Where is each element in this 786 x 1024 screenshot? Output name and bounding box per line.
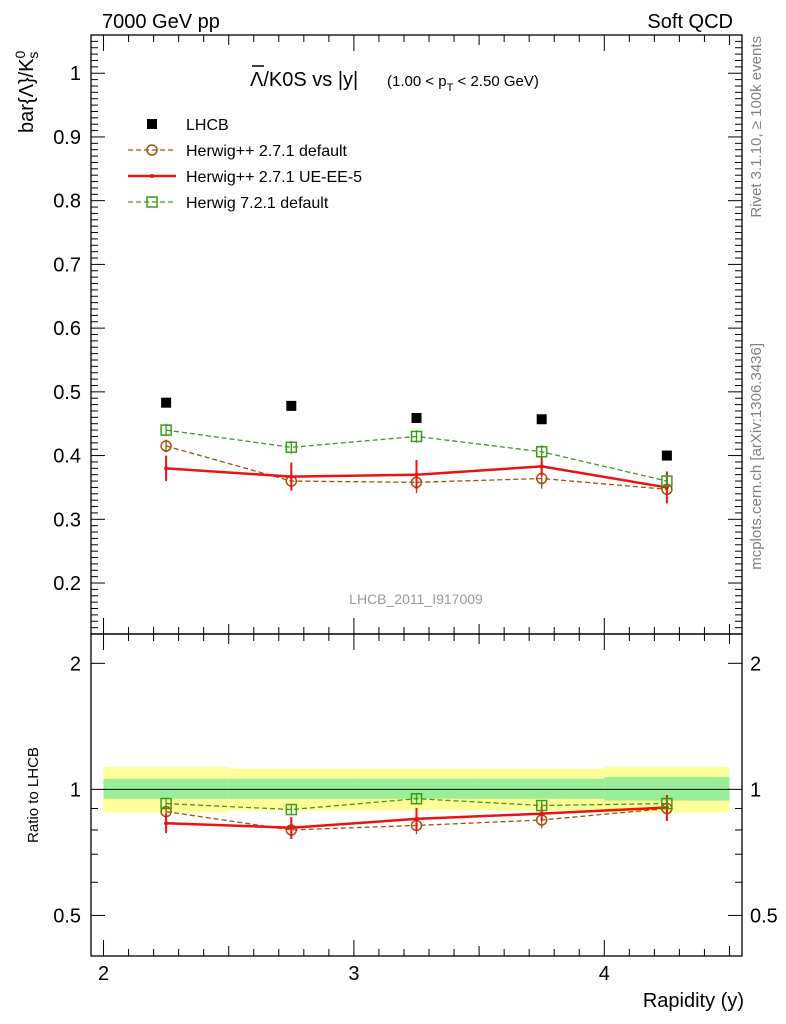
mc-point-square bbox=[535, 446, 548, 458]
mc-point-dot bbox=[414, 472, 419, 477]
mc-point-dot bbox=[164, 466, 169, 471]
ratio-tick-label: 2 bbox=[70, 653, 81, 675]
y-axis-label: bar{Λ}/K0s bbox=[12, 50, 41, 133]
mc-point-dot bbox=[289, 474, 294, 479]
ratio-tick-label: 0.5 bbox=[53, 905, 81, 927]
mc-point-square bbox=[661, 797, 673, 810]
ratio-tick-label: 1 bbox=[70, 779, 81, 801]
mc-point-dot bbox=[414, 816, 419, 821]
band-green bbox=[228, 778, 354, 799]
chart-title: Λ/K0S vs |y| (1.00 < pT < 2.50 GeV) bbox=[250, 65, 539, 94]
data-point bbox=[161, 397, 172, 408]
data-point bbox=[536, 414, 547, 425]
source-label: mcplots.cern.ch [arXiv:1306.3436] bbox=[748, 343, 765, 570]
ratio-y-axis-label: Ratio to LHCB bbox=[25, 747, 42, 843]
ratio-tick-label-right: 1 bbox=[750, 779, 761, 801]
mc-point-circle bbox=[160, 440, 172, 452]
mc-point-square bbox=[410, 430, 423, 443]
mc-point-dot bbox=[539, 464, 544, 469]
category-label: Soft QCD bbox=[647, 11, 733, 33]
band-green bbox=[604, 777, 730, 801]
y-tick-label: 0.8 bbox=[53, 191, 81, 213]
x-tick-label: 4 bbox=[599, 963, 610, 985]
data-point bbox=[411, 412, 422, 423]
mc-point-square bbox=[160, 424, 172, 436]
y-tick-label: 0.5 bbox=[53, 382, 81, 404]
rivet-label: Rivet 3.1.10, ≥ 100k events bbox=[748, 36, 765, 218]
y-tick-label: 0.9 bbox=[53, 127, 81, 149]
band-green bbox=[353, 778, 480, 799]
x-tick-label: 2 bbox=[98, 963, 109, 985]
mc-point-dot bbox=[164, 821, 169, 826]
data-point bbox=[147, 119, 157, 129]
legend-label: LHCB bbox=[186, 117, 229, 134]
mc-point-square bbox=[535, 799, 548, 812]
mc-point-circle bbox=[146, 144, 158, 156]
band-green bbox=[479, 778, 605, 799]
mc-point-dot bbox=[539, 811, 544, 816]
mc-point-dot bbox=[150, 174, 154, 178]
y-tick-label: 0.2 bbox=[53, 573, 81, 595]
ratio-frame bbox=[90, 633, 743, 957]
mc-point-square bbox=[661, 475, 673, 487]
watermark: LHCB_2011_I917009 bbox=[349, 591, 483, 607]
legend-label: Herwig++ 2.7.1 UE-EE-5 bbox=[186, 169, 362, 186]
title-cut: (1.00 < pT < 2.50 GeV) bbox=[387, 73, 539, 94]
legend-label: Herwig 7.2.1 default bbox=[186, 195, 329, 212]
legend-label: Herwig++ 2.7.1 default bbox=[186, 143, 348, 160]
data-point bbox=[661, 450, 672, 461]
mc-point-square bbox=[410, 792, 423, 805]
legend: LHCB Herwig++ 2.7.1 default Herwig++ 2.7.1… bbox=[128, 117, 362, 212]
mc-point-square bbox=[146, 196, 158, 208]
y-tick-label: 0.4 bbox=[53, 446, 81, 468]
y-tick-label: 0.7 bbox=[53, 254, 81, 276]
y-tick-label: 1 bbox=[70, 63, 81, 85]
title-main: Λ/K0S vs |y| bbox=[250, 69, 358, 91]
series-layer bbox=[160, 397, 673, 839]
data-point bbox=[286, 400, 297, 411]
uncertainty-bands bbox=[103, 767, 730, 813]
ratio-tick-label-right: 0.5 bbox=[750, 905, 778, 927]
mc-point-dot bbox=[289, 825, 294, 830]
energy-label: 7000 GeV pp bbox=[102, 11, 220, 33]
axis-ticks: 0.2 0.3 0.4 0.5 0.6 0.7 0.8 0.9 1 2 3 4 0.5 0.5 1 1 2 2 bbox=[53, 35, 778, 985]
ratio-tick-label-right: 2 bbox=[750, 653, 761, 675]
y-tick-label: 0.6 bbox=[53, 318, 81, 340]
y-tick-label: 0.3 bbox=[53, 509, 81, 531]
mc-point-square bbox=[285, 441, 298, 454]
mc-point-square bbox=[285, 803, 298, 816]
x-axis-label: Rapidity (y) bbox=[643, 990, 744, 1012]
x-tick-label: 3 bbox=[348, 963, 359, 985]
band-green bbox=[103, 778, 229, 799]
mc-point-square bbox=[160, 797, 172, 810]
